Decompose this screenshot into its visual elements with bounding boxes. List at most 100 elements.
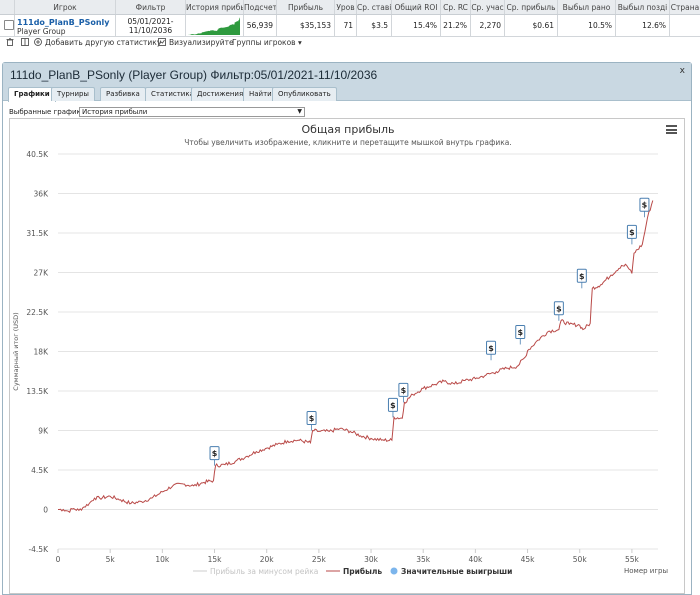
roi-value: 15.4% <box>392 15 441 36</box>
col-header-profit[interactable]: Прибыль <box>277 0 335 14</box>
late-out-value: 12.6% <box>616 15 670 36</box>
chart-svg[interactable]: Общая прибыль Чтобы увеличить изображение… <box>10 119 686 595</box>
y-tick-label: 40.5K <box>26 150 49 159</box>
profit-chart[interactable]: Общая прибыль Чтобы увеличить изображение… <box>9 118 685 594</box>
count-value: 56,939 <box>244 15 277 36</box>
stats-header-row: Игрок Фильтр История прибы Подсчет Прибы… <box>0 0 700 15</box>
y-tick-label: -4.5K <box>28 545 49 554</box>
big-win-label: $ <box>642 201 648 210</box>
x-tick-label: 30k <box>364 555 379 564</box>
filter-cell: 05/01/2021- 11/10/2036 <box>116 15 186 36</box>
y-tick-label: 18K <box>34 348 50 357</box>
x-tick-label: 50k <box>573 555 588 564</box>
player-group-label: Player Group <box>17 27 66 36</box>
big-win-marker <box>398 382 409 397</box>
visualize-button[interactable]: Визуализируйте <box>158 38 234 48</box>
x-tick-label: 5k <box>106 555 116 564</box>
chart-menu-icon[interactable] <box>666 125 677 134</box>
tab-charts[interactable]: Графики <box>8 87 56 102</box>
col-header-history[interactable]: История прибы <box>186 0 244 14</box>
player-groups-dropdown[interactable]: Группы игроков ▾ <box>232 38 302 47</box>
level-value: 71 <box>335 15 357 36</box>
trash-icon[interactable] <box>6 38 17 48</box>
y-tick-label: 31.5K <box>26 229 49 238</box>
row-checkbox[interactable] <box>4 20 14 30</box>
big-win-label: $ <box>488 344 494 353</box>
player-name-link[interactable]: 111do_PlanB_PSonly <box>17 18 110 27</box>
big-win-label: $ <box>390 401 396 410</box>
big-win-marker <box>515 324 526 339</box>
y-tick-label: 9K <box>38 427 49 436</box>
col-header-avg-profit[interactable]: Ср. прибыль <box>505 0 558 14</box>
visualize-label: Визуализируйте <box>169 38 234 47</box>
y-tick-label: 13.5K <box>26 387 49 396</box>
big-win-label: $ <box>579 272 585 281</box>
big-win-marker <box>387 397 398 412</box>
col-header-late-out[interactable]: Выбыл позді <box>616 0 670 14</box>
x-tick-label: 20k <box>260 555 275 564</box>
col-header-level[interactable]: Уров <box>335 0 357 14</box>
tab-breakdown[interactable]: Разбивка <box>100 87 146 101</box>
col-header-early-out[interactable]: Выбыл рано <box>558 0 616 14</box>
add-stat-label: Добавить другую статистику <box>45 38 162 47</box>
chart-icon <box>158 38 166 46</box>
col-header-roi[interactable]: Общий ROI <box>392 0 441 14</box>
col-header-filter[interactable]: Фильтр <box>116 0 186 14</box>
big-win-marker <box>209 446 220 461</box>
profit-series-line <box>58 200 654 513</box>
tab-tournaments[interactable]: Турниры <box>51 87 95 101</box>
filter-end: 11/10/2036 <box>128 26 173 35</box>
legend-net-rake-label: Прибыль за минусом рейка <box>210 567 318 576</box>
x-axis-title: Номер игры <box>624 567 668 575</box>
close-icon[interactable]: x <box>679 66 685 76</box>
columns-icon[interactable] <box>21 38 32 48</box>
add-icon <box>34 38 42 46</box>
col-header-avg-stake[interactable]: Ср. ставі <box>357 0 392 14</box>
x-tick-label: 0 <box>56 555 61 564</box>
profit-sparkline <box>188 17 240 35</box>
big-win-label: $ <box>629 228 635 237</box>
legend-big-wins-swatch <box>390 567 398 575</box>
stats-table: Игрок Фильтр История прибы Подсчет Прибы… <box>0 0 700 48</box>
big-win-label: $ <box>517 328 523 337</box>
chart-subtitle: Чтобы увеличить изображение, кликните и … <box>184 138 512 147</box>
x-tick-label: 45k <box>521 555 536 564</box>
player-cell: 111do_PlanB_PSonly Player Group <box>0 15 116 36</box>
chevron-down-icon: ▼ <box>297 108 302 115</box>
legend-profit-label: Прибыль <box>343 567 382 576</box>
x-tick-label: 15k <box>208 555 223 564</box>
col-header-player[interactable]: Игрок <box>15 0 116 14</box>
chart-selector[interactable]: История прибыли ▼ <box>79 107 305 117</box>
stats-toolbar: Добавить другую статистику Визуализируйт… <box>0 37 700 49</box>
big-win-marker <box>306 411 317 425</box>
report-panel: 111do_PlanB_PSonly (Player Group) Фильтр… <box>2 62 692 595</box>
col-header-country[interactable]: Страна <box>670 3 700 12</box>
x-tick-label: 10k <box>155 555 170 564</box>
country-value <box>670 15 700 36</box>
big-win-label: $ <box>309 414 315 423</box>
panel-header: 111do_PlanB_PSonly (Player Group) Фильтр… <box>3 63 691 102</box>
avg-profit-value: $0.61 <box>505 15 558 36</box>
big-win-label: $ <box>401 386 407 395</box>
legend-big-wins-label: Значительные выигрыши <box>401 567 512 576</box>
big-win-marker <box>553 301 564 316</box>
big-win-marker <box>486 340 497 355</box>
x-tick-label: 40k <box>468 555 483 564</box>
big-win-marker <box>576 268 587 283</box>
chart-selector-value: История прибыли <box>82 108 148 116</box>
history-sparkline-cell[interactable] <box>186 15 244 36</box>
col-header-avg-entrants[interactable]: Ср. учас <box>471 0 505 14</box>
y-tick-label: 0 <box>43 506 48 515</box>
big-win-label: $ <box>556 304 562 313</box>
table-row[interactable]: 111do_PlanB_PSonly Player Group 05/01/20… <box>0 15 700 37</box>
chart-selector-label: Выбранные графики: <box>9 108 88 116</box>
col-header-count[interactable]: Подсчет <box>244 0 277 14</box>
y-tick-label: 4.5K <box>31 466 49 475</box>
col-header-rc[interactable]: Ср. RC <box>441 0 471 14</box>
chart-selector-row: Выбранные графики: История прибыли ▼ <box>9 107 305 117</box>
row-checkbox-cell <box>0 15 15 36</box>
add-stat-button[interactable]: Добавить другую статистику <box>34 38 161 48</box>
panel-title: 111do_PlanB_PSonly (Player Group) Фильтр… <box>10 68 378 82</box>
tab-publish[interactable]: Опубликовать <box>272 87 337 101</box>
tab-achievements[interactable]: Достижения <box>191 87 250 101</box>
